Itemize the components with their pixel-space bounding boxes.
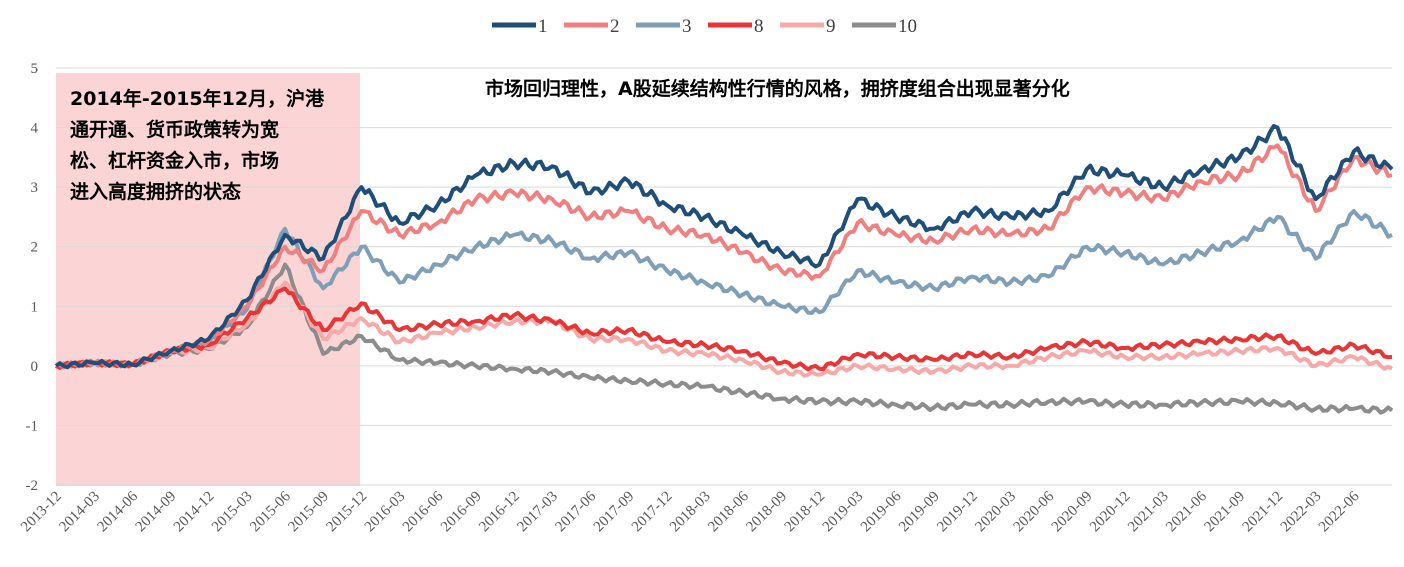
series-line-2 (55, 143, 1393, 370)
x-tick-label: 2019-06 (858, 488, 905, 535)
x-tick-label: 2019-12 (934, 489, 981, 536)
legend: 1 2 3 8 9 10 (492, 16, 917, 37)
x-tick-label: 2015-03 (209, 489, 256, 536)
legend-label-2: 2 (610, 16, 620, 37)
x-tick-label: 2016-09 (438, 489, 485, 536)
x-tick-label: 2021-12 (1240, 489, 1287, 536)
x-tick-label: 2016-03 (362, 489, 409, 536)
x-tick-label: 2021-03 (1125, 489, 1172, 536)
x-tick-label: 2017-09 (591, 489, 638, 536)
shaded-region (56, 73, 360, 486)
x-tick-label: 2016-06 (400, 488, 447, 535)
series-line-9 (55, 280, 1393, 378)
x-tick-label: 2017-03 (514, 489, 561, 536)
x-tick-label: 2021-06 (1163, 488, 1210, 535)
legend-label-3: 3 (682, 16, 692, 37)
x-tick-label: 2020-12 (1087, 489, 1134, 536)
x-tick-label: 2019-09 (896, 489, 943, 536)
x-tick-label: 2019-03 (820, 489, 867, 536)
x-tick-label: 2018-09 (743, 489, 790, 536)
series-line-1 (54, 124, 1394, 370)
legend-label-9: 9 (826, 16, 836, 37)
legend-label-8: 8 (754, 16, 764, 37)
x-tick-label: 2022-06 (1316, 488, 1363, 535)
x-tick-label: 2017-06 (553, 488, 600, 535)
y-tick-label: 1 (31, 299, 39, 315)
annotation-line-2: 通开通、货币政策转为宽 (70, 118, 279, 141)
x-tick-label: 2020-06 (1011, 488, 1058, 535)
y-tick-label: 2 (31, 240, 39, 256)
x-tick-label: 2017-12 (629, 489, 676, 536)
x-tick-label: 2014-06 (95, 488, 142, 535)
x-axis-ticks: 2013-122014-032014-062014-092014-122015-… (18, 488, 1363, 535)
annotation-line-3: 松、杠杆资金入市，市场 (70, 149, 279, 172)
x-tick-label: 2018-12 (782, 489, 829, 536)
y-tick-label: 5 (31, 61, 39, 77)
annotation-line-4: 进入高度拥挤的状态 (70, 180, 241, 203)
x-tick-label: 2020-03 (972, 489, 1019, 536)
x-tick-label: 2018-06 (705, 488, 752, 535)
y-tick-label: 0 (31, 359, 39, 375)
x-tick-label: 2021-09 (1201, 489, 1248, 536)
x-tick-label: 2015-06 (247, 488, 294, 535)
y-tick-label: -1 (26, 418, 39, 434)
series-line-10 (55, 262, 1394, 415)
x-tick-label: 2014-12 (171, 489, 218, 536)
x-tick-label: 2014-03 (56, 489, 103, 536)
legend-label-1: 1 (538, 16, 548, 37)
legend-label-10: 10 (898, 16, 917, 37)
y-tick-label: 3 (31, 180, 39, 196)
annotation: 2014年-2015年12月，沪港 通开通、货币政策转为宽 松、杠杆资金入市，市… (70, 87, 325, 203)
x-tick-label: 2022-03 (1278, 489, 1325, 536)
x-tick-label: 2020-09 (1049, 489, 1096, 536)
annotation-line-1: 2014年-2015年12月，沪港 (70, 87, 325, 110)
y-tick-label: 4 (31, 121, 39, 137)
series-line-3 (55, 209, 1393, 370)
x-tick-label: 2013-12 (18, 489, 65, 536)
x-tick-label: 2018-03 (667, 489, 714, 536)
x-tick-label: 2015-12 (324, 489, 371, 536)
series-line-8 (55, 286, 1393, 372)
x-tick-label: 2016-12 (476, 489, 523, 536)
x-tick-label: 2015-09 (285, 489, 332, 536)
y-tick-label: -2 (26, 478, 39, 494)
x-tick-label: 2014-09 (133, 489, 180, 536)
chart-title: 市场回归理性，A股延续结构性行情的风格，拥挤度组合出现显著分化 (485, 77, 1070, 100)
series-lines (54, 124, 1394, 415)
y-axis-ticks: 5 4 3 2 1 0 -1 -2 (26, 61, 39, 494)
